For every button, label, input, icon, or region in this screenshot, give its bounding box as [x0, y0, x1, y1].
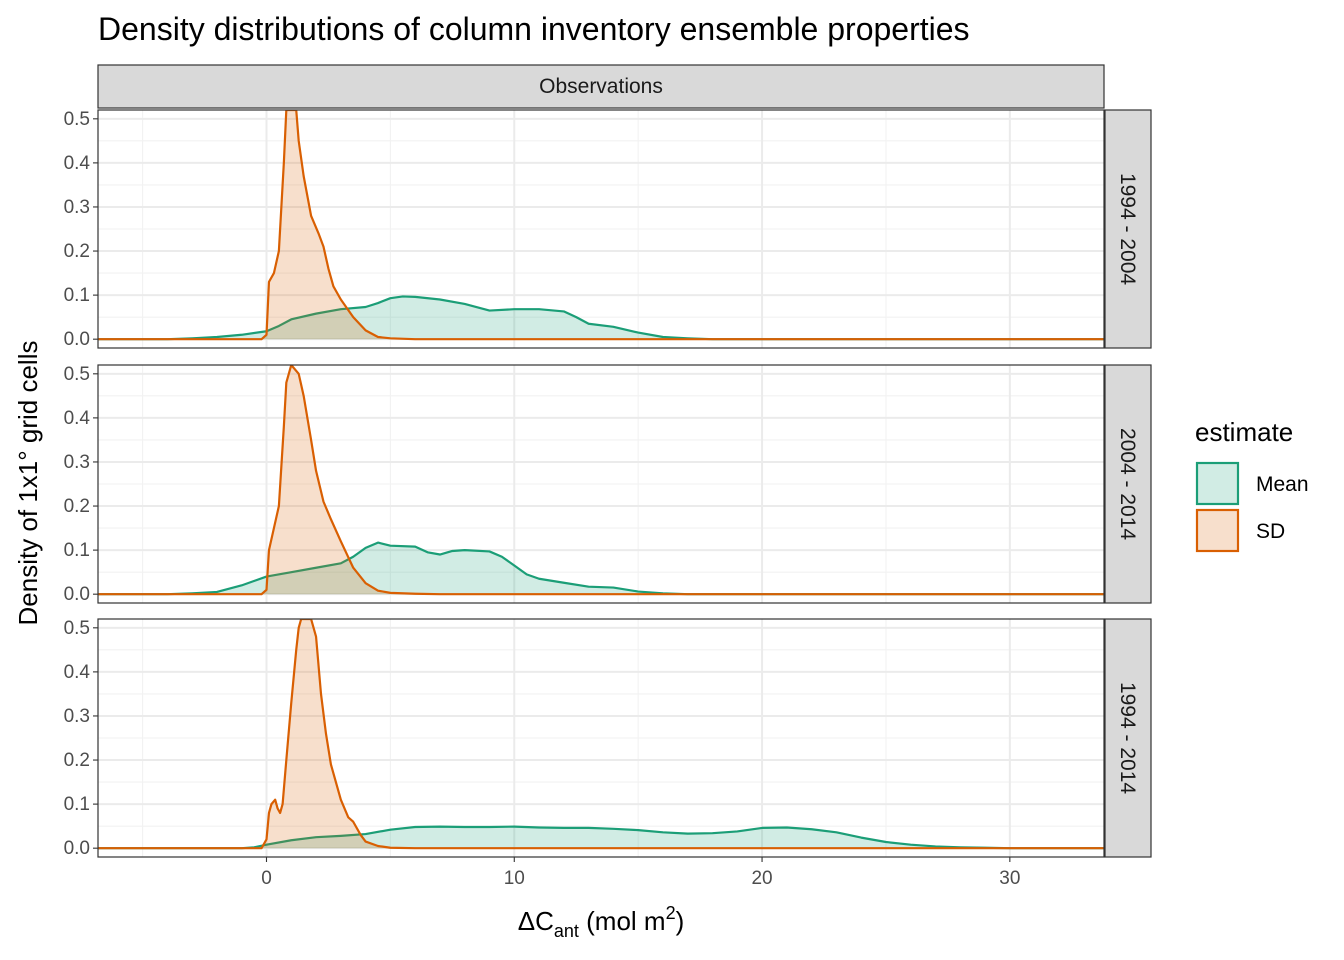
legend-item-mean: Mean — [1195, 461, 1309, 506]
x-axis-title-superscript: 2 — [666, 903, 676, 923]
density-line-mean — [98, 541, 1104, 596]
x-tick-label: 0 — [261, 868, 272, 889]
panel-1-row-strip-label: 1994 - 2004 — [1116, 173, 1139, 285]
density-line-sd — [98, 365, 1104, 596]
panel-2-row-strip — [1104, 364, 1152, 604]
x-axis-title-base: ΔC — [518, 906, 554, 936]
panel-2-border — [97, 364, 1105, 604]
x-tick-label: 30 — [999, 868, 1020, 889]
panel-1-density-areas — [98, 110, 1104, 341]
y-tick-label: 0.0 — [64, 838, 90, 859]
panel-3-density-areas — [98, 619, 1104, 850]
y-tick-label: 0.3 — [64, 706, 90, 727]
y-tick-label: 0.0 — [64, 329, 90, 350]
panel-3-row-strip — [1104, 618, 1152, 858]
legend-key-sd — [1195, 508, 1240, 553]
density-area-sd — [98, 365, 1104, 595]
panel-1: 0.0 0.1 0.2 0.3 0.4 0.5 1994 - 2004 — [64, 109, 1152, 350]
panel-2: 0.0 0.1 0.2 0.3 0.4 0.5 2004 - 2014 — [64, 364, 1152, 605]
panel-3: 0.0 0.1 0.2 0.3 0.4 0.5 1994 - 2014 0 10 20 30 — [64, 618, 1152, 889]
x-axis-title-rest: (mol m — [579, 906, 666, 936]
column-strip: Observations — [97, 64, 1105, 109]
density-line-mean — [98, 825, 1104, 850]
density-area-mean — [98, 542, 1104, 595]
y-tick-label: 0.5 — [64, 364, 90, 385]
chart-title: Density distributions of column inventor… — [98, 11, 970, 47]
column-strip-label: Observations — [539, 75, 663, 98]
legend-title: estimate — [1195, 417, 1293, 447]
legend-label-mean: Mean — [1256, 473, 1309, 496]
density-area-mean — [98, 296, 1104, 340]
x-axis-title-close: ) — [676, 906, 685, 936]
y-tick-label: 0.3 — [64, 197, 90, 218]
y-tick-label: 0.1 — [64, 540, 90, 561]
y-tick-label: 0.4 — [64, 662, 91, 683]
y-tick-label: 0.2 — [64, 496, 90, 517]
y-tick-label: 0.3 — [64, 452, 90, 473]
y-tick-label: 0.5 — [64, 618, 90, 639]
column-strip-background — [97, 64, 1105, 109]
panel-1-border — [97, 109, 1105, 349]
y-tick-label: 0.2 — [64, 750, 90, 771]
x-tick-label: 20 — [751, 868, 772, 889]
y-tick-label: 0.4 — [64, 408, 91, 429]
y-tick-label: 0.1 — [64, 285, 90, 306]
svg-text:ΔCant (mol m2): ΔCant (mol m2) — [518, 903, 685, 941]
density-line-mean — [98, 295, 1104, 341]
density-area-sd — [98, 619, 1104, 849]
y-tick-label: 0.0 — [64, 584, 90, 605]
panel-3-border — [97, 618, 1105, 858]
panel-3-row-strip-label: 1994 - 2014 — [1116, 682, 1139, 794]
legend-label-sd: SD — [1256, 520, 1285, 543]
x-axis-title-subscript: ant — [554, 921, 579, 941]
legend-key-mean — [1195, 461, 1240, 506]
y-tick-label: 0.5 — [64, 109, 90, 130]
legend: estimate Mean SD — [1195, 417, 1309, 553]
x-tick-label: 10 — [504, 868, 525, 889]
y-tick-label: 0.1 — [64, 794, 90, 815]
legend-item-sd: SD — [1195, 508, 1285, 553]
panel-1-row-strip — [1104, 109, 1152, 349]
density-line-sd — [98, 619, 1104, 850]
density-area-sd — [98, 110, 1104, 340]
legend-key-background — [1195, 508, 1240, 553]
density-area-mean — [98, 826, 1104, 849]
x-axis-title: ΔCant (mol m2) — [518, 903, 685, 941]
panel-2-row-strip-label: 2004 - 2014 — [1116, 428, 1139, 540]
y-axis-title: Density of 1x1° grid cells — [13, 341, 43, 626]
y-tick-label: 0.2 — [64, 241, 90, 262]
density-line-sd — [98, 110, 1104, 341]
legend-key-background — [1195, 461, 1240, 506]
y-tick-label: 0.4 — [64, 153, 91, 174]
panel-2-density-areas — [98, 365, 1104, 596]
